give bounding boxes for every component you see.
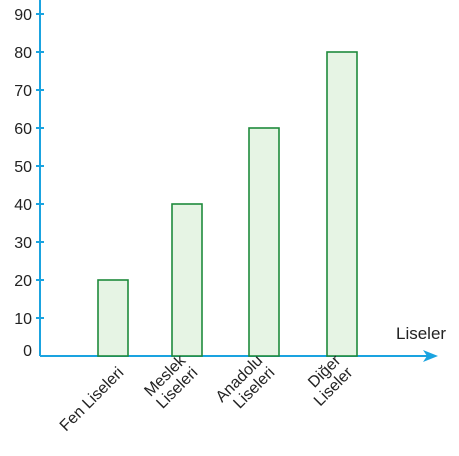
bar — [171, 203, 203, 357]
y-tick-label: 60 — [14, 121, 32, 138]
y-tick-label: 50 — [14, 159, 32, 176]
y-tick-label: 40 — [14, 197, 32, 214]
x-category-label-line: Fen Liseleri — [57, 364, 128, 435]
y-tick-label: 0 — [23, 343, 32, 360]
category-labels: Fen Liseleri MeslekLiseleri AnadoluLiseler… — [57, 352, 357, 435]
x-axis-arrowhead — [423, 350, 438, 362]
x-axis-title: Liseler — [396, 324, 446, 343]
y-tick-label: 30 — [14, 235, 32, 252]
bars — [97, 51, 358, 357]
y-axis-ticks: 0 10 20 30 40 50 60 70 80 90 — [14, 7, 44, 360]
x-category-label: DiğerLiseler — [299, 352, 357, 410]
x-category-label: AnadoluLiseleri — [213, 352, 279, 418]
x-category-label: MeslekLiseleri — [141, 352, 202, 413]
y-tick-label: 70 — [14, 83, 32, 100]
y-tick-label: 90 — [14, 7, 32, 24]
bar — [326, 51, 358, 357]
x-category-label: Fen Liseleri — [57, 364, 128, 435]
y-tick-label: 10 — [14, 311, 32, 328]
y-tick-label: 20 — [14, 273, 32, 290]
bar — [248, 127, 280, 357]
y-tick-label: 80 — [14, 45, 32, 62]
bar — [97, 279, 129, 357]
